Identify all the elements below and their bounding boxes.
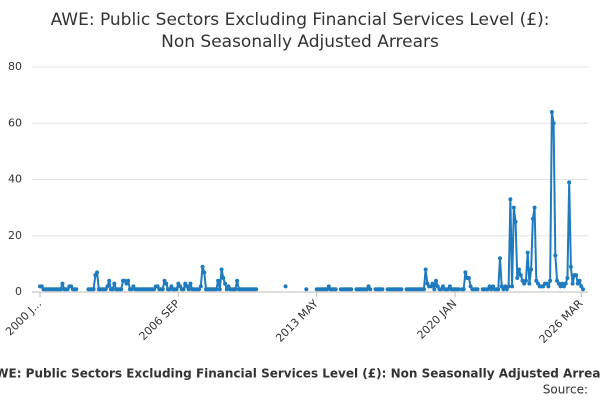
line — [40, 111, 584, 291]
source: Source: — [543, 383, 588, 397]
x-tick-label: 2026 MAR — [537, 297, 586, 346]
point — [214, 287, 219, 292]
point — [368, 287, 373, 292]
point — [430, 281, 435, 286]
point — [221, 275, 226, 280]
point — [581, 287, 585, 292]
point — [532, 205, 537, 210]
point — [223, 281, 228, 286]
point — [546, 284, 551, 289]
point — [513, 219, 518, 224]
point — [174, 287, 179, 292]
point — [525, 250, 530, 255]
point — [186, 287, 191, 292]
point — [216, 278, 221, 283]
point — [506, 284, 511, 289]
point — [423, 267, 428, 272]
point — [529, 267, 534, 272]
point — [511, 205, 516, 210]
point — [119, 287, 124, 292]
point — [333, 287, 338, 292]
point — [219, 267, 224, 272]
point — [110, 287, 115, 292]
point — [510, 284, 515, 289]
point — [349, 287, 354, 292]
point — [421, 287, 426, 292]
point — [74, 287, 79, 292]
point — [548, 278, 553, 283]
point — [58, 287, 63, 292]
point — [530, 216, 535, 221]
point — [233, 287, 238, 292]
point — [565, 275, 570, 280]
point — [553, 253, 558, 258]
point — [126, 278, 131, 283]
point — [181, 287, 186, 292]
point — [188, 281, 193, 286]
point — [570, 281, 575, 286]
point — [577, 278, 582, 283]
point — [523, 278, 528, 283]
point — [432, 287, 437, 292]
y-tick-label: 0 — [15, 285, 22, 298]
point — [574, 273, 579, 278]
point — [200, 264, 205, 269]
x-tick-label: 2020 JAN — [415, 297, 460, 342]
point — [463, 270, 468, 275]
point — [496, 287, 501, 292]
point — [497, 256, 502, 261]
footer-title: AWE: Public Sectors Excluding Financial … — [0, 367, 600, 381]
y-tick-label: 80 — [8, 60, 22, 73]
point — [466, 275, 471, 280]
point — [434, 278, 439, 283]
point — [517, 267, 522, 272]
point — [515, 275, 520, 280]
point — [95, 270, 100, 275]
x-tick-label: 2013 MAY — [273, 297, 321, 345]
y-tick-label: 20 — [8, 229, 22, 242]
point — [567, 180, 572, 185]
point — [304, 287, 309, 292]
chart-title: AWE: Public Sectors Excluding Financial … — [51, 10, 550, 30]
point — [527, 281, 532, 286]
point — [160, 287, 165, 292]
point — [461, 287, 466, 292]
point — [475, 287, 480, 292]
point — [107, 278, 112, 283]
y-tick-label: 40 — [8, 173, 22, 186]
point — [563, 281, 568, 286]
point — [235, 278, 240, 283]
point — [198, 284, 203, 289]
point — [254, 287, 259, 292]
point — [217, 287, 222, 292]
point — [380, 287, 385, 292]
point — [399, 287, 404, 292]
x-tick-label: 2000 J... — [3, 297, 44, 338]
point — [202, 270, 207, 275]
point — [456, 287, 461, 292]
point — [164, 281, 169, 286]
point — [283, 284, 288, 289]
point — [551, 121, 556, 126]
y-tick-label: 60 — [8, 116, 22, 129]
point — [112, 281, 117, 286]
point — [568, 264, 573, 269]
chart-subtitle: Non Seasonally Adjusted Arrears — [161, 32, 439, 52]
point — [508, 197, 513, 202]
x-tick-label: 2006 SEP — [137, 297, 183, 343]
point — [518, 273, 523, 278]
point — [105, 284, 110, 289]
point — [549, 110, 554, 114]
point — [91, 287, 96, 292]
point — [60, 281, 65, 286]
